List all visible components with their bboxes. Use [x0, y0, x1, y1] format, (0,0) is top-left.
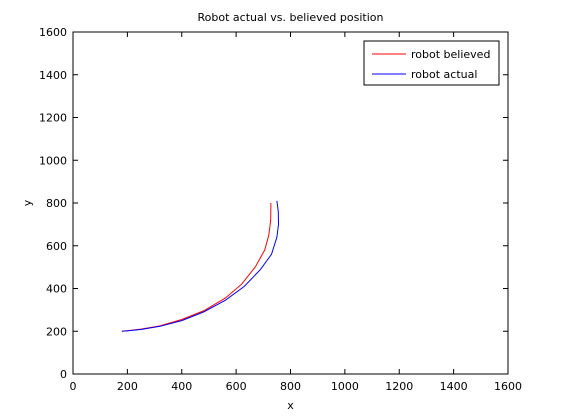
x-tick-label: 0 [70, 380, 77, 393]
x-tick-label: 1000 [331, 380, 359, 393]
y-tick-label: 0 [60, 368, 67, 381]
legend-label: robot actual [411, 68, 477, 81]
legend-label: robot believed [411, 48, 490, 61]
y-tick-label: 600 [46, 240, 67, 253]
series-line-robot-actual [121, 200, 280, 332]
legend: robot believed robot actual [363, 40, 500, 86]
x-tick-label: 400 [171, 380, 192, 393]
y-axis-label: y [21, 199, 34, 206]
plot-area [72, 31, 509, 375]
y-tick-label: 400 [46, 283, 67, 296]
x-axis-label: x [287, 399, 294, 412]
x-tick-label: 1200 [385, 380, 413, 393]
x-tick-label: 800 [280, 380, 301, 393]
y-tick-label: 200 [46, 325, 67, 338]
y-tick-label: 1000 [39, 154, 67, 167]
x-tick-label: 200 [117, 380, 138, 393]
x-tick-label: 600 [226, 380, 247, 393]
series-lines [121, 200, 280, 332]
chart-title: Robot actual vs. believed position [198, 11, 384, 24]
y-tick-label: 800 [46, 197, 67, 210]
legend-box [363, 40, 500, 86]
axis-ticks: 0 200 400 600 800 1000 1200 1400 1600 0 200 400 600 8… [39, 26, 522, 393]
y-tick-label: 1400 [39, 69, 67, 82]
x-tick-label: 1600 [494, 380, 522, 393]
x-tick-label: 1400 [440, 380, 468, 393]
y-tick-label: 1200 [39, 112, 67, 125]
y-tick-label: 1600 [39, 26, 67, 39]
